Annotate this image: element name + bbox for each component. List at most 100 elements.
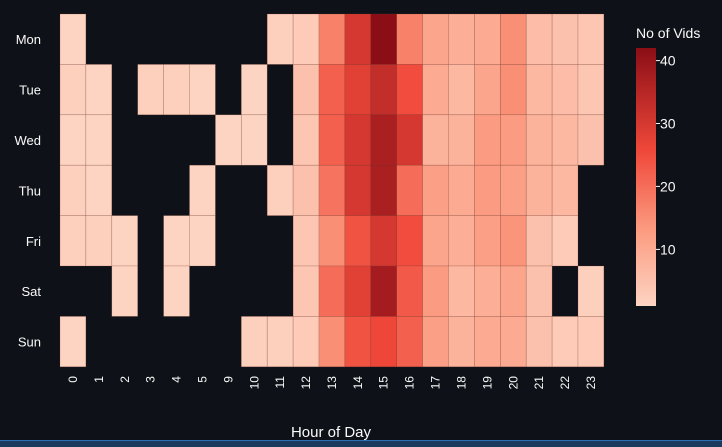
- y-tick-label-fri: Fri: [26, 234, 41, 249]
- heatmap-cells: [59, 13, 605, 368]
- heatmap-cell-tue-0: [59, 64, 87, 116]
- y-tick-labels: Mon Tue Wed Thu Fri Sat Sun: [15, 32, 42, 349]
- heatmap-cell-sat-12: [292, 265, 320, 317]
- heatmap-cell-tue-4: [163, 64, 190, 116]
- x-axis-title: Hour of Day: [291, 424, 372, 441]
- heatmap-cell-wed-18: [448, 114, 475, 166]
- heatmap-cell-tue-13: [318, 64, 346, 116]
- heatmap-cell-wed-0: [59, 114, 87, 166]
- x-tick-label-2: 2: [118, 376, 132, 383]
- heatmap-cell-mon-15: [370, 13, 397, 65]
- heatmap-cell-thu-21: [525, 164, 553, 216]
- colorbar-ticks: 10 20 30 40: [656, 53, 676, 257]
- heatmap-cell-tue-22: [551, 64, 579, 116]
- heatmap-cell-sat-13: [318, 265, 346, 317]
- heatmap-cell-thu-5: [189, 164, 216, 216]
- x-tick-label-15: 15: [377, 376, 391, 390]
- heatmap-cell-wed-22: [551, 114, 579, 166]
- x-tick-label-14: 14: [351, 376, 365, 390]
- heatmap-cell-tue-14: [344, 64, 372, 116]
- x-tick-label-4: 4: [170, 376, 184, 383]
- x-tick-label-21: 21: [532, 376, 546, 390]
- heatmap-cell-mon-11: [266, 13, 294, 65]
- x-tick-label-23: 23: [584, 376, 598, 390]
- heatmap-cell-thu-16: [396, 164, 423, 216]
- heatmap-cell-sun-20: [499, 316, 527, 368]
- x-tick-label-10: 10: [247, 376, 261, 390]
- heatmap-cell-tue-23: [577, 64, 605, 116]
- colorbar-tick-label-20: 20: [660, 178, 676, 194]
- heatmap-cell-thu-15: [370, 164, 397, 216]
- heatmap-cell-sun-16: [396, 316, 423, 368]
- heatmap-cell-wed-23: [577, 114, 605, 166]
- colorbar-tick-label-10: 10: [660, 241, 676, 257]
- heatmap-cell-fri-20: [499, 215, 527, 267]
- y-tick-label-sat: Sat: [21, 284, 41, 299]
- heatmap-cell-sat-20: [499, 265, 527, 317]
- x-tick-label-17: 17: [429, 376, 443, 390]
- heatmap-cell-sun-13: [318, 316, 346, 368]
- heatmap-cell-fri-14: [344, 215, 372, 267]
- heatmap-cell-fri-19: [474, 215, 501, 267]
- heatmap-cell-sun-0: [59, 316, 87, 368]
- heatmap-cell-wed-13: [318, 114, 346, 166]
- heatmap-cell-wed-19: [474, 114, 501, 166]
- heatmap-cell-mon-19: [474, 13, 501, 65]
- heatmap-cell-wed-20: [499, 114, 527, 166]
- heatmap-cell-wed-10: [241, 114, 268, 166]
- heatmap-cell-thu-11: [266, 164, 294, 216]
- x-tick-label-19: 19: [480, 376, 494, 390]
- heatmap-cell-fri-17: [422, 215, 449, 267]
- heatmap-cell-wed-15: [370, 114, 397, 166]
- x-tick-label-9: 9: [221, 376, 235, 383]
- x-tick-label-22: 22: [558, 376, 572, 390]
- y-tick-label-tue: Tue: [19, 83, 41, 98]
- heatmap-cell-fri-4: [163, 215, 190, 267]
- heatmap-cell-mon-18: [448, 13, 475, 65]
- heatmap-cell-sun-17: [422, 316, 449, 368]
- heatmap-cell-sat-14: [344, 265, 372, 317]
- heatmap-cell-thu-17: [422, 164, 449, 216]
- heatmap-cell-sun-21: [525, 316, 553, 368]
- heatmap-cell-thu-20: [499, 164, 527, 216]
- x-tick-label-13: 13: [325, 376, 339, 390]
- heatmap-cell-mon-12: [292, 13, 320, 65]
- heatmap-cell-fri-21: [525, 215, 553, 267]
- heatmap-cell-mon-17: [422, 13, 449, 65]
- heatmap-cell-fri-22: [551, 215, 579, 267]
- x-tick-label-11: 11: [273, 376, 287, 389]
- heatmap-cell-tue-15: [370, 64, 397, 116]
- heatmap-cell-thu-1: [85, 164, 113, 216]
- heatmap-cell-sat-16: [396, 265, 423, 317]
- bottom-strip: [0, 441, 722, 447]
- heatmap-cell-mon-22: [551, 13, 579, 65]
- heatmap-cell-thu-0: [59, 164, 87, 216]
- colorbar-tick-label-30: 30: [660, 116, 676, 132]
- heatmap-cell-tue-5: [189, 64, 216, 116]
- heatmap-cell-tue-17: [422, 64, 449, 116]
- heatmap-cell-thu-18: [448, 164, 475, 216]
- heatmap-cell-mon-21: [525, 13, 553, 65]
- heatmap-cell-tue-18: [448, 64, 475, 116]
- heatmap-cell-thu-22: [551, 164, 579, 216]
- heatmap-cell-sun-23: [577, 316, 605, 368]
- heatmap-cell-fri-16: [396, 215, 423, 267]
- heatmap-cell-wed-1: [85, 114, 113, 166]
- heatmap-cell-mon-16: [396, 13, 423, 65]
- heatmap-cell-sat-4: [163, 265, 190, 317]
- heatmap-cell-mon-23: [577, 13, 605, 65]
- heatmap-cell-sun-11: [266, 316, 294, 368]
- colorbar-title: No of Vids: [636, 25, 700, 41]
- heatmap-cell-wed-14: [344, 114, 372, 166]
- x-tick-label-12: 12: [299, 376, 313, 390]
- heatmap-cell-mon-0: [59, 13, 87, 65]
- heatmap-cell-wed-9: [215, 114, 242, 166]
- heatmap-cell-tue-16: [396, 64, 423, 116]
- heatmap-cell-fri-1: [85, 215, 113, 267]
- heatmap-cell-tue-21: [525, 64, 553, 116]
- heatmap-cell-sun-12: [292, 316, 320, 368]
- heatmap-cell-sun-22: [551, 316, 579, 368]
- heatmap-cell-sat-19: [474, 265, 501, 317]
- heatmap-cell-sat-18: [448, 265, 475, 317]
